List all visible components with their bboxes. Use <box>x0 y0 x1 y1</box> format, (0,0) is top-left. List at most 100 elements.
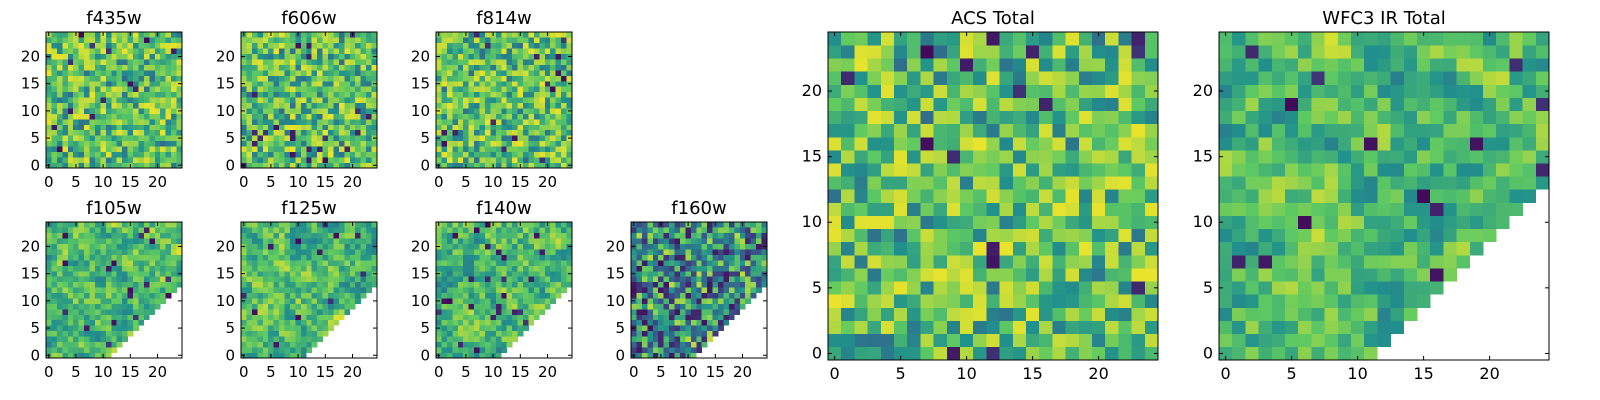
heatmap-cell <box>371 97 378 104</box>
heatmap-cell <box>284 352 291 359</box>
heatmap-cell <box>78 336 85 342</box>
heatmap-cell <box>300 53 307 60</box>
heatmap-cell <box>960 281 974 295</box>
heatmap-cell <box>544 287 551 294</box>
heatmap-cell <box>160 260 166 266</box>
heatmap-cell <box>105 232 112 239</box>
heatmap-cell <box>734 254 741 261</box>
heatmap-cell <box>484 59 491 65</box>
heatmap-cell <box>880 320 895 335</box>
heatmap-cell <box>446 352 453 359</box>
heatmap-cell <box>111 53 118 60</box>
heatmap-cell <box>468 298 475 304</box>
heatmap-cell <box>67 157 74 163</box>
heatmap-cell <box>306 102 313 109</box>
heatmap-cell <box>73 140 79 147</box>
heatmap-cell <box>78 222 85 228</box>
heatmap-cell <box>512 97 518 104</box>
heatmap-cell <box>143 270 150 277</box>
heatmap-cell <box>289 352 296 359</box>
heatmap-cell <box>544 135 551 142</box>
heatmap-cell <box>463 146 469 152</box>
heatmap-cell <box>46 70 52 76</box>
heatmap-cell <box>641 254 648 261</box>
heatmap-cell <box>133 287 139 294</box>
heatmap-cell <box>512 129 518 136</box>
heatmap-cell <box>517 42 524 49</box>
heatmap-cell <box>669 292 675 299</box>
heatmap-cell <box>484 276 491 283</box>
heatmap-cell <box>512 102 518 109</box>
heatmap-cell <box>366 113 372 120</box>
heatmap-cell <box>561 113 567 120</box>
heatmap-cell <box>67 146 74 152</box>
heatmap-cell <box>62 222 69 228</box>
axes-frame <box>630 221 768 359</box>
heatmap-cell <box>501 75 508 82</box>
heatmap-cell <box>62 162 69 169</box>
heatmap-cell <box>100 86 107 93</box>
heatmap-cell <box>371 232 378 239</box>
heatmap-cell <box>333 32 340 38</box>
heatmap-cell <box>89 108 96 114</box>
heatmap-cell <box>122 119 128 125</box>
heatmap-cell <box>761 238 768 245</box>
heatmap-cell <box>62 341 69 348</box>
heatmap-cell <box>933 281 948 295</box>
heatmap-cell <box>723 222 730 228</box>
heatmap-cell <box>51 260 58 266</box>
heatmap-cell <box>490 292 497 299</box>
heatmap-cell <box>867 150 882 164</box>
heatmap-cell <box>62 59 69 65</box>
heatmap-cell <box>973 215 987 230</box>
heatmap-cell <box>84 97 90 104</box>
heatmap-cell <box>246 151 253 158</box>
heatmap-cell <box>171 86 177 93</box>
heatmap-cell <box>284 48 291 55</box>
heatmap-cell <box>246 53 253 60</box>
heatmap-cell <box>920 307 934 321</box>
heatmap-cell <box>122 309 128 315</box>
x-tick-label: 20 <box>1088 364 1108 383</box>
heatmap-cell <box>328 151 334 158</box>
heatmap-cell <box>561 140 567 147</box>
heatmap-cell <box>441 276 448 283</box>
heatmap-cell <box>894 241 908 256</box>
heatmap-cell <box>446 64 453 71</box>
heatmap-cell <box>854 136 868 151</box>
heatmap-cell <box>512 287 518 294</box>
heatmap-cell <box>160 119 166 125</box>
heatmap-cell <box>533 64 540 71</box>
heatmap-cell <box>105 341 112 348</box>
heatmap-cell <box>446 151 453 158</box>
heatmap-cell <box>446 222 453 228</box>
heatmap-cell <box>701 298 708 304</box>
heatmap-cell <box>474 281 480 288</box>
heatmap-cell <box>268 347 274 353</box>
heatmap-cell <box>111 32 118 38</box>
heatmap-cell <box>143 86 150 93</box>
heatmap-cell <box>484 42 491 49</box>
heatmap-cell <box>960 268 974 282</box>
heatmap-cell <box>67 32 74 38</box>
heatmap-cell <box>463 124 469 131</box>
heatmap-cell <box>1144 110 1159 125</box>
heatmap-cell <box>1012 228 1027 243</box>
heatmap-cell <box>165 59 172 65</box>
heatmap-cell <box>652 298 659 304</box>
heatmap-cell <box>712 330 719 337</box>
heatmap-cell <box>1065 320 1080 335</box>
heatmap-cell <box>463 113 469 120</box>
heatmap-cell <box>138 86 145 93</box>
heatmap-cell <box>89 75 96 82</box>
heatmap-cell <box>457 162 464 169</box>
heatmap-cell <box>1417 294 1431 308</box>
heatmap-cell <box>750 222 757 228</box>
heatmap-cell <box>94 276 101 283</box>
heatmap-cell <box>1118 228 1132 243</box>
heatmap-cell <box>441 260 448 266</box>
heatmap-cell <box>696 254 703 261</box>
heatmap-cell <box>501 86 508 93</box>
heatmap-cell <box>149 135 156 142</box>
heatmap-cell <box>306 347 313 353</box>
